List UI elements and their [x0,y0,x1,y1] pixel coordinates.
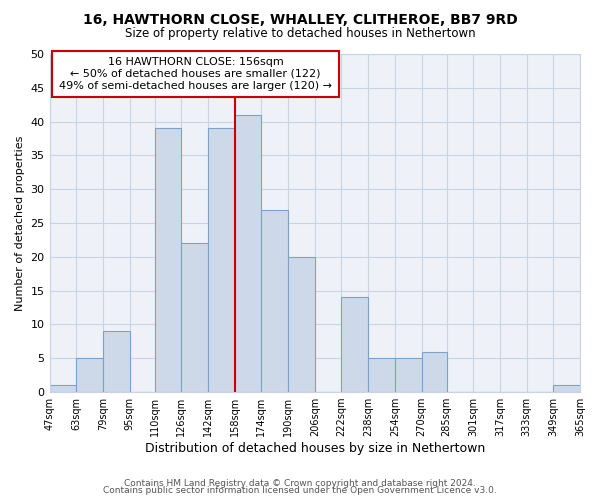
X-axis label: Distribution of detached houses by size in Nethertown: Distribution of detached houses by size … [145,442,485,455]
Bar [103,331,130,392]
Bar [76,358,103,392]
Bar [155,128,181,392]
Bar [553,386,580,392]
Text: Contains public sector information licensed under the Open Government Licence v3: Contains public sector information licen… [103,486,497,495]
Bar [208,128,235,392]
Bar [50,386,76,392]
Bar [181,244,208,392]
Bar [341,298,368,392]
Text: 16 HAWTHORN CLOSE: 156sqm
← 50% of detached houses are smaller (122)
49% of semi: 16 HAWTHORN CLOSE: 156sqm ← 50% of detac… [59,58,332,90]
Text: 16, HAWTHORN CLOSE, WHALLEY, CLITHEROE, BB7 9RD: 16, HAWTHORN CLOSE, WHALLEY, CLITHEROE, … [83,12,517,26]
Bar [395,358,422,392]
Bar [368,358,395,392]
Y-axis label: Number of detached properties: Number of detached properties [15,136,25,310]
Text: Size of property relative to detached houses in Nethertown: Size of property relative to detached ho… [125,28,475,40]
Bar [422,352,446,392]
Bar [262,210,288,392]
Text: Contains HM Land Registry data © Crown copyright and database right 2024.: Contains HM Land Registry data © Crown c… [124,478,476,488]
Bar [235,115,262,392]
Bar [288,257,315,392]
